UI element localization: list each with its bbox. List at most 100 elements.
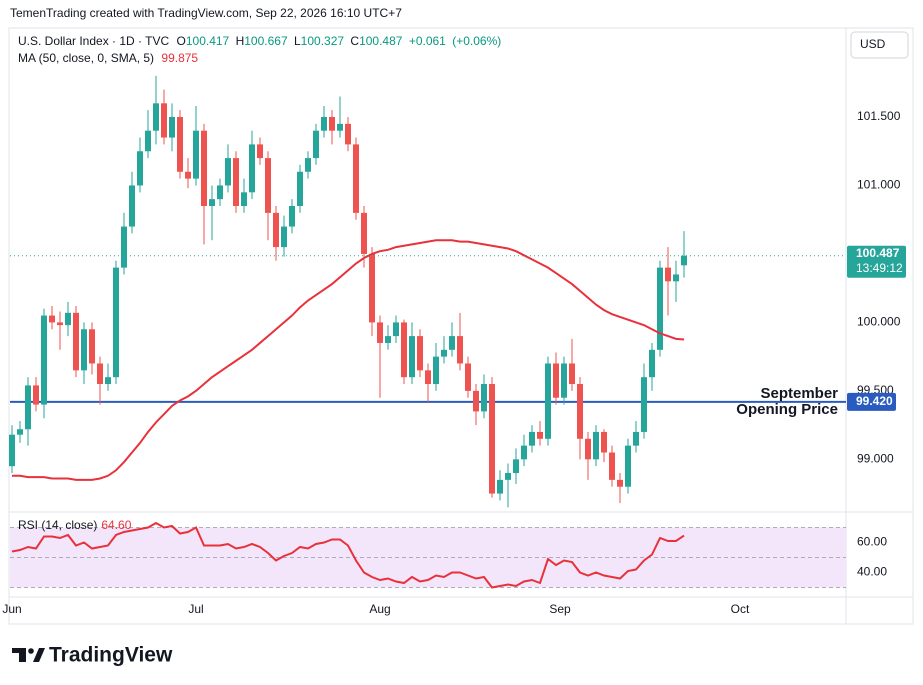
candle-body (409, 336, 415, 378)
candle-body (17, 429, 23, 435)
rsi-value: 64.60 (101, 518, 131, 532)
last-price-label: 100.487 (856, 246, 900, 260)
candle-body (9, 434, 15, 467)
candle-body (217, 185, 223, 200)
last-price-box (847, 245, 906, 278)
candle-body (313, 130, 319, 159)
candle-body (153, 103, 159, 131)
rsi-line (11, 521, 685, 589)
candle-body (345, 123, 351, 145)
candle-body (113, 267, 119, 378)
candle-body (521, 445, 527, 460)
candle-body (361, 212, 367, 254)
candle-body (561, 363, 567, 398)
logo-mark (12, 648, 26, 662)
annotation: Opening Price (736, 401, 838, 418)
opening-price-box (847, 392, 896, 411)
candle-body (169, 117, 175, 138)
candle-body (233, 158, 239, 207)
candle-body (129, 185, 135, 227)
candle-body (641, 377, 647, 432)
currency[interactable]: USD (860, 37, 886, 51)
x-tick-label: Jul (188, 602, 203, 616)
change: +0.061 (409, 34, 446, 48)
x-tick-label: Oct (731, 602, 750, 616)
legend-title: U.S. Dollar Index · 1D · TVC O100.417 H1… (18, 34, 501, 48)
rsi-name: RSI (14, close) (18, 518, 97, 532)
candle-body (465, 363, 471, 391)
candle-body (513, 459, 519, 474)
candle-body (569, 363, 575, 385)
candle-body (65, 312, 71, 326)
candle-body (121, 226, 127, 268)
candle-body (441, 349, 447, 357)
candle-body (393, 322, 399, 337)
ma-value: 99.875 (161, 51, 198, 65)
x-tick-label: Aug (369, 602, 390, 616)
ma-line (12, 239, 685, 481)
candle-body (577, 384, 583, 439)
currency-button[interactable] (850, 31, 909, 59)
candle-body (553, 363, 559, 398)
candle-body (137, 151, 143, 186)
candle-body (281, 226, 287, 248)
candle-body (585, 438, 591, 460)
candle-body (33, 385, 39, 405)
candle-body (633, 431, 639, 446)
y-tick-label: 101.500 (857, 109, 901, 123)
candle-body (265, 158, 271, 213)
candle-body (665, 267, 671, 282)
candle-body (457, 336, 463, 364)
header: TemenTrading created with TradingView.co… (10, 6, 402, 20)
candle-body (249, 144, 255, 193)
ohlc-label: L (294, 34, 301, 48)
y-tick-label: 99.000 (857, 452, 894, 466)
candle-body (681, 255, 687, 266)
candle-body (97, 363, 103, 385)
y-tick-label: 100.000 (857, 315, 901, 329)
candle-body (89, 329, 95, 364)
candle-body (657, 267, 663, 350)
candle-body (105, 377, 111, 385)
candle-body (497, 479, 503, 494)
high-value: 100.667 (244, 34, 288, 48)
candle-body (329, 117, 335, 131)
candle-body (433, 356, 439, 385)
candle-body (273, 212, 279, 248)
candle-body (377, 322, 383, 343)
candle-body (145, 130, 151, 152)
candle-body (601, 431, 607, 453)
opening-price-label: 99.420 (856, 394, 893, 408)
title: U.S. Dollar Index · 1D · TVC (18, 34, 169, 48)
countdown: 13:49:12 (856, 261, 903, 275)
x-tick-label: Sep (549, 602, 571, 616)
candle-body (57, 322, 63, 326)
candle-body (185, 171, 191, 179)
candle-body (49, 315, 55, 323)
candle-body (225, 158, 231, 186)
logo-dot (28, 648, 34, 654)
candle-body (81, 329, 87, 371)
brand: TradingView (49, 644, 173, 667)
logo-mark (33, 648, 45, 662)
candle-body (425, 370, 431, 385)
candle-body (161, 103, 167, 138)
frame (8, 27, 914, 625)
candle-body (545, 363, 551, 439)
candle-body (41, 315, 47, 405)
candle-body (593, 431, 599, 460)
ohlc-label: C (350, 34, 359, 48)
candle-body (209, 199, 215, 207)
candle-body (73, 312, 79, 371)
rsi-tick-label: 60.00 (857, 535, 887, 549)
low-value: 100.327 (301, 34, 345, 48)
candle-body (25, 385, 31, 430)
candle-body (417, 336, 423, 371)
ohlc-label: H (236, 34, 245, 48)
rsi-tick-label: 40.00 (857, 565, 887, 579)
candle-body (473, 390, 479, 412)
candle-body (537, 431, 543, 439)
ohlc-label: O (177, 34, 186, 48)
candle-body (321, 117, 327, 131)
